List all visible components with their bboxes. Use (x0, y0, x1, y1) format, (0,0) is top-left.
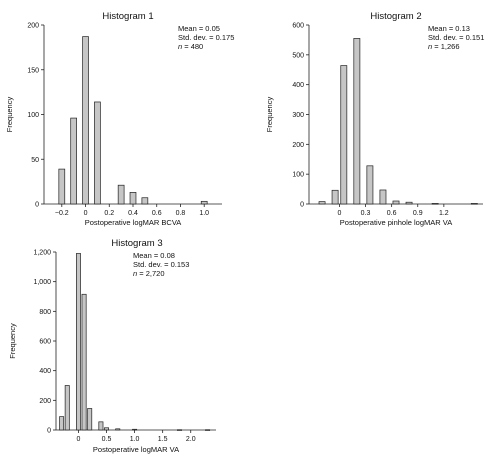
y-tick-label: 150 (27, 67, 39, 74)
y-tick-label: 0 (47, 428, 51, 435)
histogram-bar (59, 416, 65, 431)
stats-line: Std. dev. = 0.151 (428, 33, 484, 42)
y-tick-label: 400 (292, 82, 304, 89)
y-tick-label: 0 (35, 202, 39, 209)
stats-line: n = 2,720 (133, 269, 165, 278)
y-tick-label: 200 (39, 398, 51, 405)
histogram-bar (104, 427, 109, 431)
histogram-bar (117, 184, 125, 205)
x-tick-label: 1.0 (199, 210, 209, 217)
histogram-bar (82, 36, 89, 205)
stats-line: Mean = 0.08 (133, 251, 175, 260)
histogram-bar (141, 197, 149, 205)
x-tick-label: 1.2 (439, 210, 449, 217)
x-tick-label: 0 (337, 210, 341, 217)
y-tick-label: 800 (39, 309, 51, 316)
chart-title: Histogram 2 (370, 11, 421, 22)
histogram-bar (129, 192, 137, 205)
y-axis-label: Frequency (8, 323, 17, 359)
stats-line: Mean = 0.05 (178, 24, 220, 33)
x-tick-label: 0.2 (104, 210, 114, 217)
x-axis-label: Postoperative logMAR BCVA (85, 218, 182, 227)
chart-title: Histogram 3 (111, 238, 162, 249)
histogram-bar (340, 65, 348, 205)
histogram-bar (177, 429, 182, 431)
y-tick-label: 600 (292, 23, 304, 30)
x-tick-label: 0 (77, 436, 81, 443)
y-tick-label: 100 (27, 112, 39, 119)
stats-line: n = 1,266 (428, 42, 460, 51)
histogram-bar (94, 101, 101, 205)
histogram-bar (58, 168, 66, 205)
histogram-bar (331, 189, 339, 205)
x-tick-label: 0.3 (361, 210, 371, 217)
x-tick-label: 2.0 (186, 436, 196, 443)
histogram-bar (115, 428, 121, 431)
histogram-bar (70, 117, 77, 205)
histogram-bar (64, 385, 70, 431)
histogram-bar (366, 165, 374, 205)
x-tick-label: 0.8 (176, 210, 186, 217)
histogram-bar (98, 421, 104, 431)
stats-line: Std. dev. = 0.153 (133, 260, 189, 269)
histogram-bar (205, 429, 211, 431)
y-tick-label: 500 (292, 52, 304, 59)
histogram-bar (392, 200, 400, 205)
y-tick-label: 200 (27, 23, 39, 30)
x-tick-label: 0.6 (387, 210, 397, 217)
histogram-bar (87, 408, 93, 431)
x-tick-label: 1.5 (158, 436, 168, 443)
stats-line: Mean = 0.13 (428, 24, 470, 33)
histogram-bar (200, 200, 208, 205)
y-axis-label: Frequency (5, 97, 14, 133)
y-tick-label: 600 (39, 339, 51, 346)
y-tick-label: 1,200 (33, 250, 51, 257)
histogram-bar (318, 201, 326, 205)
x-tick-label: −0.2 (55, 210, 69, 217)
y-tick-label: 0 (300, 202, 304, 209)
y-tick-label: 300 (292, 112, 304, 119)
y-tick-label: 100 (292, 172, 304, 179)
histogram-bar (132, 428, 138, 431)
x-tick-label: 0 (84, 210, 88, 217)
chart-title: Histogram 1 (102, 11, 153, 22)
x-tick-label: 1.0 (130, 436, 140, 443)
histogram-bar (353, 38, 361, 205)
x-tick-label: 0.6 (152, 210, 162, 217)
x-tick-label: 0.5 (102, 436, 112, 443)
y-tick-label: 200 (292, 142, 304, 149)
histogram-bar (431, 203, 439, 205)
y-axis-label: Frequency (265, 97, 274, 133)
histogram-bar (81, 293, 87, 431)
y-tick-label: 400 (39, 368, 51, 375)
y-tick-label: 1,000 (33, 279, 51, 286)
histogram-bar (76, 253, 81, 431)
y-tick-label: 50 (31, 157, 39, 164)
x-tick-label: 0.9 (413, 210, 423, 217)
x-axis-label: Postoperative logMAR VA (93, 445, 179, 454)
stats-line: n = 480 (178, 42, 203, 51)
x-tick-label: 0.4 (128, 210, 138, 217)
histogram-bar (379, 189, 387, 205)
stats-line: Std. dev. = 0.175 (178, 33, 234, 42)
histogram-bar (405, 201, 413, 205)
histogram-bar (470, 203, 478, 205)
x-axis-label: Postoperative pinhole logMAR VA (340, 218, 452, 227)
